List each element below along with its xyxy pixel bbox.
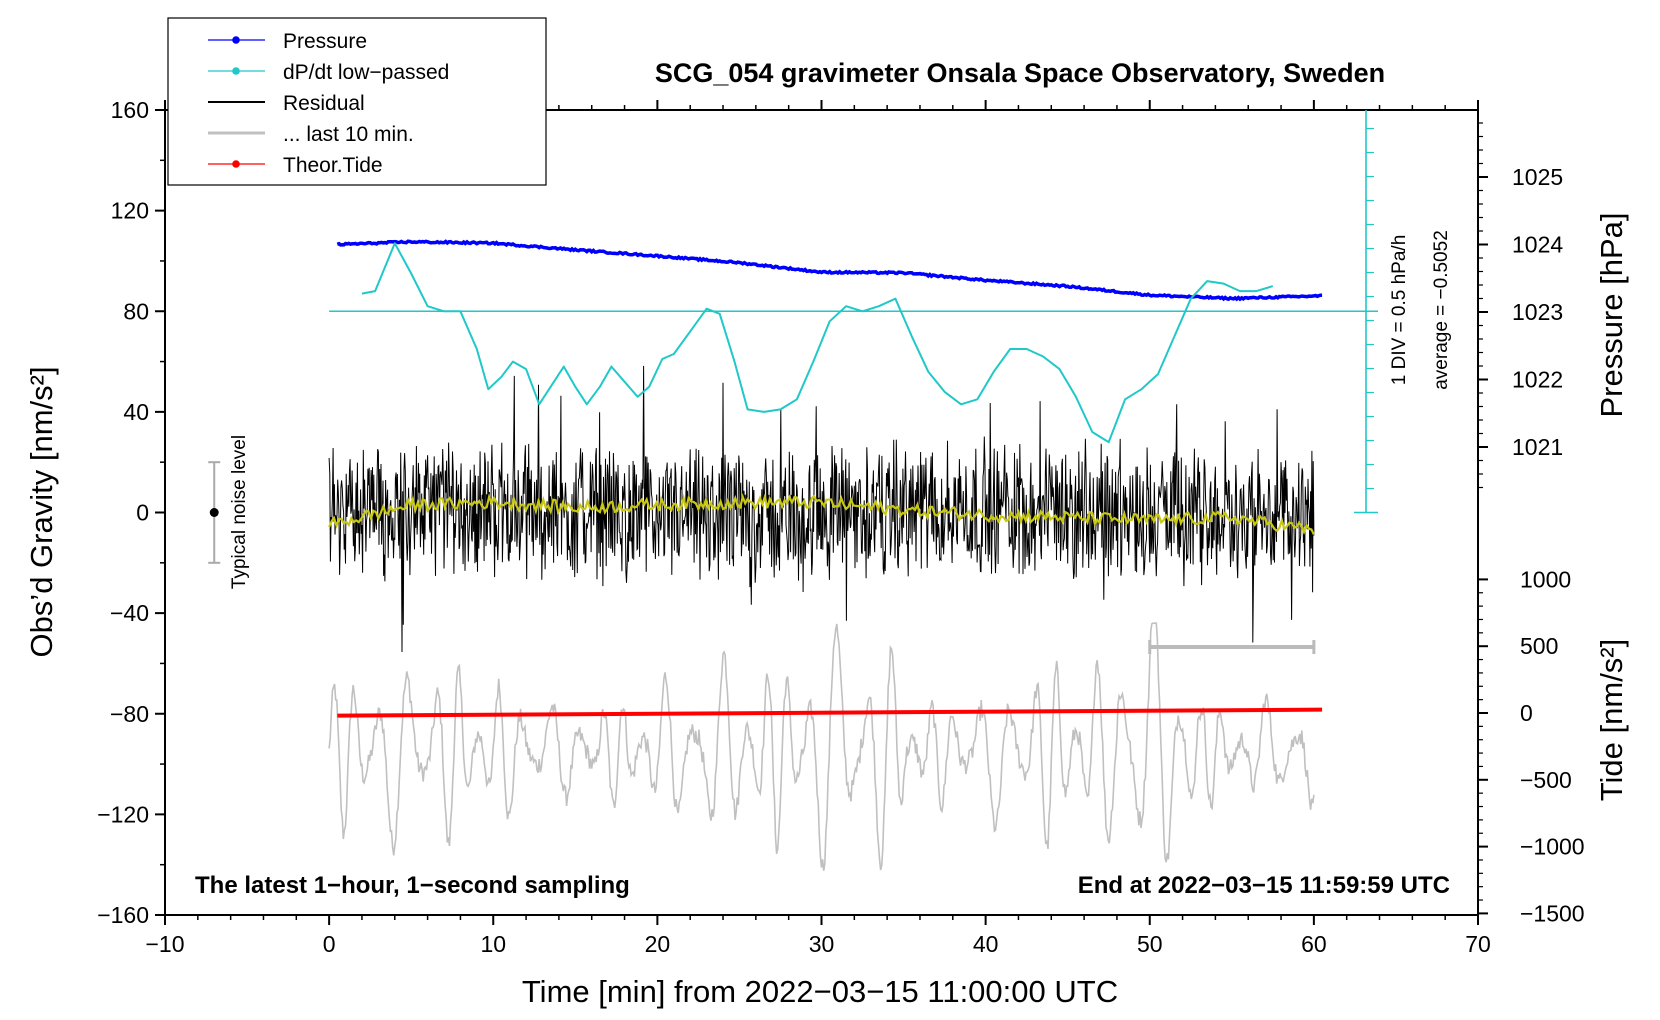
last-10-min-layer (328, 622, 1315, 871)
pressure-axis-ticks: 1021 1022 1023 1024 1025 (1478, 122, 1563, 489)
x-tick-label: 50 (1137, 931, 1163, 957)
x-tick-label: 30 (809, 931, 835, 957)
x-tick-label: 10 (480, 931, 506, 957)
tide-axis-ticks: −1500 −1000 −500 0 500 1000 (1478, 566, 1585, 926)
y-tick-label: −160 (97, 902, 149, 928)
x-tick-label: 40 (973, 931, 999, 957)
legend-label: ... last 10 min. (283, 123, 414, 146)
x-axis-ticks: −10 0 10 20 30 40 50 60 70 (145, 100, 1491, 957)
dpdt-line (361, 242, 1274, 444)
tide-tick-label: −1000 (1520, 834, 1585, 860)
noise-level-label: Typical noise level (229, 435, 250, 589)
pressure-layer (336, 239, 1323, 302)
pressure-tick-label: 1022 (1512, 367, 1563, 393)
tide-axis-title: Tide [nm/s²] (1594, 639, 1629, 802)
noise-bar-layer (208, 461, 221, 564)
y-tick-label: 40 (123, 399, 149, 425)
x-tick-label: −10 (145, 931, 184, 957)
legend-marker (232, 160, 240, 168)
residual-layer (328, 365, 1315, 653)
y-tick-label: −120 (97, 801, 149, 827)
end-time-note: End at 2022−03−15 11:59:59 UTC (1078, 872, 1450, 899)
dpdt-scale-label: 1 DIV = 0.5 hPa/h (1389, 235, 1410, 386)
x-tick-label: 70 (1465, 931, 1491, 957)
tide-tick-label: 500 (1520, 633, 1558, 659)
tide-tick-label: 0 (1520, 700, 1533, 726)
y-tick-label: 160 (111, 97, 149, 123)
smoothed-residual-line (328, 492, 1315, 536)
x-tick-label: 0 (323, 931, 336, 957)
pressure-tick-label: 1025 (1512, 164, 1563, 190)
pressure-tick-label: 1024 (1512, 232, 1563, 258)
y-tick-label: 0 (136, 500, 149, 526)
last-10-bar-layer (1148, 640, 1316, 654)
pressure-tick-label: 1021 (1512, 434, 1563, 460)
x-axis-title: Time [min] from 2022−03−15 11:00:00 UTC (522, 974, 1118, 1009)
y-tick-label: 120 (111, 198, 149, 224)
noise-bar-center-dot (209, 508, 219, 517)
dpdt-scale-axis (1354, 110, 1378, 514)
last-10-min-line (328, 622, 1315, 871)
dpdt-average-label: average = −0.5052 (1431, 230, 1452, 390)
tide-tick-label: −1500 (1520, 900, 1585, 926)
x-tick-label: 60 (1301, 931, 1327, 957)
legend-label: Residual (283, 92, 365, 115)
sampling-note: The latest 1−hour, 1−second sampling (195, 872, 630, 899)
y-axis-title: Obs’d Gravity [nm/s²] (24, 366, 59, 657)
tide-tick-label: −500 (1520, 767, 1572, 793)
y-axis-ticks: −160 −120 −80 −40 0 40 80 120 160 (97, 97, 165, 928)
legend: Pressure dP/dt low−passed Residual ... last… (167, 17, 547, 186)
legend-label: Theor.Tide (283, 154, 383, 177)
legend-label: Pressure (283, 30, 367, 53)
legend-marker (232, 36, 240, 44)
pressure-tick-label: 1023 (1512, 299, 1563, 325)
chart-title: SCG_054 gravimeter Onsala Space Observat… (655, 58, 1385, 88)
legend-marker (232, 67, 240, 75)
x-tick-label: 20 (645, 931, 671, 957)
pressure-axis-title: Pressure [hPa] (1594, 212, 1629, 417)
tide-layer (337, 707, 1323, 718)
y-tick-label: −80 (110, 701, 149, 727)
dpdt-layer (361, 242, 1274, 444)
y-tick-label: 80 (123, 298, 149, 324)
residual-line (328, 365, 1315, 653)
pressure-line (336, 239, 1323, 302)
tide-line (337, 707, 1323, 718)
smoothed-residual-layer (328, 492, 1315, 536)
legend-label: dP/dt low−passed (283, 61, 449, 84)
y-tick-label: −40 (110, 600, 149, 626)
tide-tick-label: 1000 (1520, 566, 1571, 592)
